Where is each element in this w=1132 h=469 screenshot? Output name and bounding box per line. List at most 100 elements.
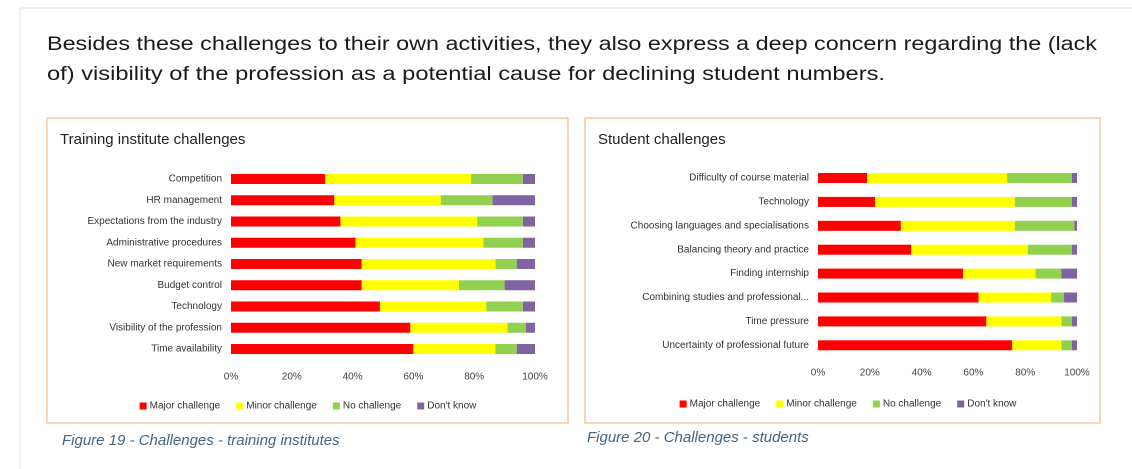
category-label: Time pressure bbox=[745, 316, 809, 327]
bar-segment bbox=[1027, 244, 1072, 255]
legend-label: Major challenge bbox=[150, 401, 221, 412]
bar-segment bbox=[818, 173, 868, 183]
bar-segment bbox=[379, 301, 487, 312]
bar-segment bbox=[440, 195, 493, 206]
bar-segment bbox=[1014, 196, 1072, 207]
bar-segment bbox=[231, 216, 341, 227]
bar-segment bbox=[911, 244, 1028, 255]
chart-title: Training institute challenges bbox=[60, 131, 245, 148]
x-tick-label: 100% bbox=[522, 372, 548, 383]
category-label: Finding internship bbox=[730, 268, 809, 279]
bar-segment bbox=[413, 344, 496, 354]
bar-segment bbox=[231, 237, 356, 248]
bar-segment bbox=[1071, 340, 1077, 351]
category-label: Balancing theory and practice bbox=[677, 244, 809, 255]
bar-segment bbox=[231, 280, 362, 291]
legend-label: Minor challenge bbox=[246, 401, 317, 412]
category-label: Technology bbox=[758, 197, 809, 208]
bar-segment bbox=[492, 195, 535, 206]
figure-caption: Figure 19 - Challenges - training instit… bbox=[62, 432, 340, 449]
bar-segment bbox=[522, 216, 535, 227]
bar-segment bbox=[818, 268, 964, 279]
category-label: Technology bbox=[171, 301, 222, 312]
x-tick-label: 60% bbox=[403, 372, 423, 383]
x-tick-label: 40% bbox=[912, 368, 932, 379]
bar-segment bbox=[1035, 268, 1062, 279]
bar-segment bbox=[231, 195, 335, 206]
bar-segment bbox=[1071, 173, 1077, 183]
bar-segment bbox=[477, 216, 523, 227]
bar-segment bbox=[483, 237, 523, 248]
bar-segment bbox=[1074, 220, 1077, 231]
bar-segment bbox=[522, 237, 535, 248]
legend-label: Minor challenge bbox=[786, 399, 857, 410]
bar-segment bbox=[818, 196, 875, 207]
category-label: Visibility of the profession bbox=[109, 322, 222, 333]
bar-segment bbox=[504, 280, 535, 291]
bar-segment bbox=[818, 292, 979, 303]
legend-label: No challenge bbox=[883, 399, 942, 410]
bar-segment bbox=[325, 174, 472, 184]
bar-segment bbox=[334, 195, 441, 206]
x-tick-label: 100% bbox=[1064, 368, 1090, 379]
category-label: Expectations from the industry bbox=[87, 216, 222, 227]
legend-label: No challenge bbox=[343, 401, 402, 412]
bar-segment bbox=[1007, 173, 1072, 183]
bar-segment bbox=[1014, 220, 1075, 231]
bar-segment bbox=[361, 259, 496, 269]
legend-label: Major challenge bbox=[690, 399, 761, 410]
bar-segment bbox=[525, 322, 535, 333]
bar-segment bbox=[495, 259, 517, 269]
bar-segment bbox=[1071, 316, 1077, 327]
bar-segment bbox=[516, 259, 535, 269]
legend-label: Don't know bbox=[967, 399, 1017, 410]
bar-segment bbox=[522, 301, 535, 312]
category-label: New market requirements bbox=[108, 259, 222, 270]
bar-segment bbox=[867, 173, 1008, 183]
legend-swatch bbox=[332, 402, 340, 410]
bar-segment bbox=[516, 344, 535, 354]
bar-segment bbox=[231, 301, 380, 312]
bar-segment bbox=[1071, 196, 1077, 207]
bar-segment bbox=[1071, 244, 1077, 255]
category-label: Competition bbox=[169, 174, 222, 185]
bar-segment bbox=[1064, 292, 1077, 303]
category-label: Budget control bbox=[158, 280, 223, 291]
bar-segment bbox=[231, 259, 362, 269]
bar-segment bbox=[818, 340, 1013, 351]
bar-segment bbox=[1012, 340, 1062, 351]
x-tick-label: 20% bbox=[282, 372, 302, 383]
legend-swatch bbox=[236, 402, 244, 410]
legend-swatch bbox=[417, 402, 425, 410]
chart-frame bbox=[46, 117, 569, 424]
bar-segment bbox=[231, 344, 414, 354]
paragraph-line: of) visibility of the profession as a po… bbox=[47, 64, 885, 85]
bar-segment bbox=[410, 322, 508, 333]
bar-segment bbox=[522, 174, 535, 184]
legend-swatch bbox=[957, 400, 965, 408]
bar-segment bbox=[818, 244, 912, 255]
bar-segment bbox=[340, 216, 478, 227]
x-tick-label: 80% bbox=[1015, 368, 1035, 379]
legend-swatch bbox=[679, 400, 687, 408]
bar-segment bbox=[1061, 340, 1072, 351]
category-label: Combining studies and professional... bbox=[642, 292, 809, 303]
category-label: Administrative procedures bbox=[106, 237, 222, 248]
bar-segment bbox=[507, 322, 526, 333]
bar-segment bbox=[355, 237, 484, 248]
bar-segment bbox=[874, 196, 1015, 207]
category-label: Choosing languages and specialisations bbox=[631, 220, 809, 231]
chart-title: Student challenges bbox=[598, 131, 726, 148]
bar-segment bbox=[1061, 268, 1077, 279]
paragraph-line: Besides these challenges to their own ac… bbox=[47, 34, 1098, 55]
category-label: Uncertainty of professional future bbox=[662, 340, 809, 351]
legend-swatch bbox=[776, 400, 784, 408]
bar-segment bbox=[978, 292, 1052, 303]
bar-segment bbox=[1061, 316, 1072, 327]
bar-segment bbox=[818, 220, 901, 231]
bar-segment bbox=[818, 316, 987, 327]
x-tick-label: 0% bbox=[224, 372, 239, 383]
legend-swatch bbox=[872, 400, 880, 408]
bar-segment bbox=[231, 174, 326, 184]
